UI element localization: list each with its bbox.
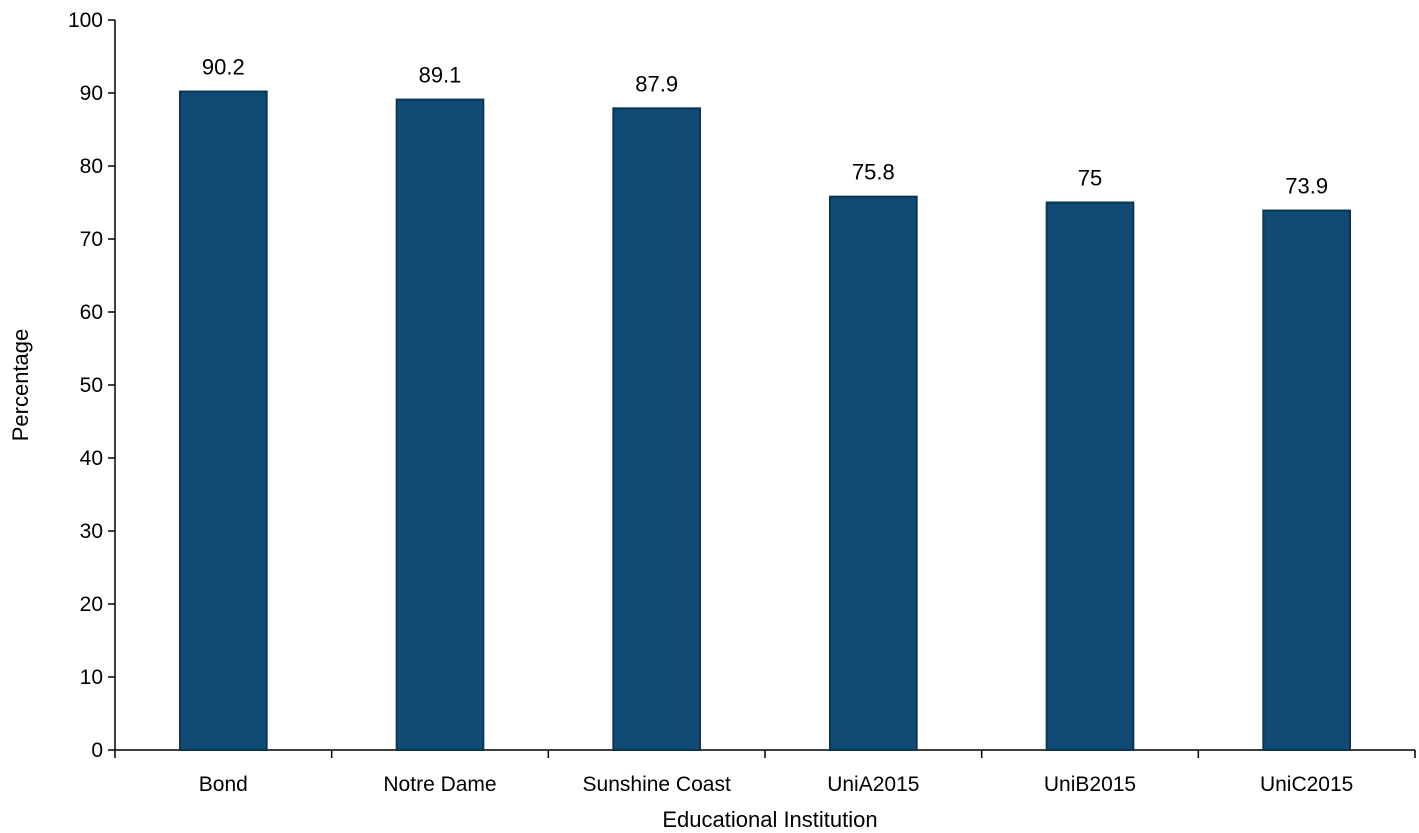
x-tick-label: Notre Dame: [383, 773, 496, 796]
x-tick-label: Bond: [199, 773, 248, 796]
y-tick-label: 70: [80, 228, 103, 251]
y-tick-label: 10: [80, 666, 103, 689]
y-tick-label: 90: [80, 82, 103, 105]
y-axis-title: Percentage: [8, 329, 33, 442]
bar-data-label: 75.8: [852, 160, 895, 185]
bar: [1045, 201, 1135, 751]
y-tick-label: 100: [68, 9, 103, 32]
bar: [612, 107, 701, 751]
bar-data-label: 89.1: [419, 63, 462, 88]
bar-data-label: 87.9: [635, 71, 678, 96]
x-axis-title: Educational Institution: [662, 807, 877, 832]
bar-data-label: 73.9: [1285, 174, 1328, 199]
data-labels: 90.2 89.1 87.9 75.8 75 73.9: [202, 55, 1328, 199]
y-tick-label: 50: [80, 374, 103, 397]
y-tick-label: 20: [80, 593, 103, 616]
y-tick-label: 80: [80, 155, 103, 178]
x-tick-label: UniB2015: [1044, 773, 1136, 796]
bar: [829, 195, 918, 752]
bar: [179, 90, 268, 752]
y-tick-label: 30: [80, 520, 103, 543]
bars: [179, 90, 1352, 752]
bar-data-label: 75: [1078, 166, 1102, 191]
x-tick-label: Sunshine Coast: [583, 773, 731, 796]
x-axis: Bond Notre Dame Sunshine Coast UniA2015 UniB…: [114, 749, 1416, 796]
x-tick-label: UniA2015: [827, 773, 919, 796]
bar: [395, 98, 485, 751]
y-tick-label: 0: [91, 739, 103, 762]
bar: [1262, 209, 1352, 751]
x-tick-label: UniC2015: [1260, 773, 1353, 796]
y-axis: 0 10 20 30 40 50 60 70 80 90 100: [68, 9, 116, 762]
y-tick-label: 40: [80, 447, 103, 470]
y-tick-label: 60: [80, 301, 103, 324]
bar-data-label: 90.2: [202, 55, 245, 80]
